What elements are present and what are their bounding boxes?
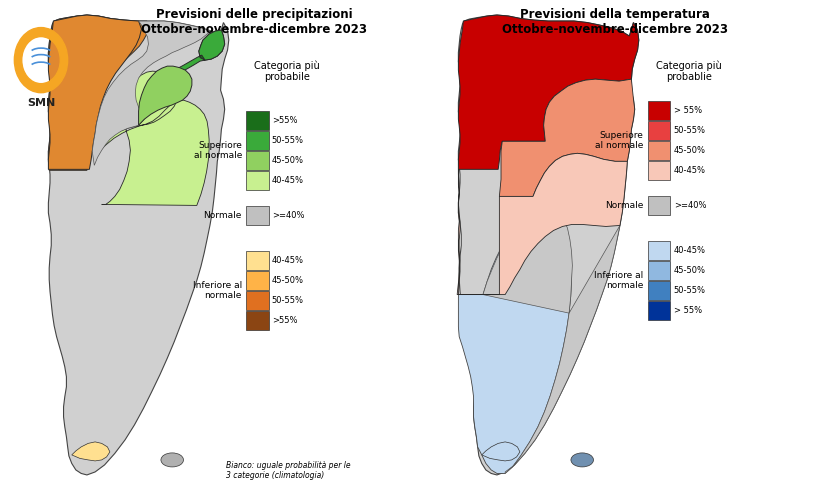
Bar: [246, 151, 269, 170]
Bar: [246, 311, 269, 330]
Bar: [246, 131, 269, 150]
Polygon shape: [164, 30, 224, 100]
Text: 40-45%: 40-45%: [673, 246, 705, 255]
Bar: [647, 101, 670, 120]
Text: Previsioni della temperatura
Ottobre-novembre-dicembre 2023: Previsioni della temperatura Ottobre-nov…: [501, 8, 727, 36]
Bar: [647, 281, 670, 300]
Bar: [647, 301, 670, 320]
Text: 45-50%: 45-50%: [673, 266, 705, 275]
Text: 50-55%: 50-55%: [272, 296, 304, 305]
Text: Bianco: uguale probabilità per le
3 categorie (climatologia): Bianco: uguale probabilità per le 3 cate…: [225, 461, 350, 480]
Text: SMN: SMN: [27, 98, 55, 108]
Polygon shape: [92, 71, 209, 205]
Text: Superiore
al normale: Superiore al normale: [193, 141, 242, 160]
Text: Normale: Normale: [604, 201, 643, 210]
Bar: [246, 171, 269, 190]
Text: 45-50%: 45-50%: [272, 156, 304, 165]
Bar: [246, 206, 269, 225]
Text: 50-55%: 50-55%: [673, 286, 705, 295]
Bar: [647, 241, 670, 260]
Polygon shape: [458, 15, 638, 169]
Text: >=40%: >=40%: [272, 211, 304, 220]
Text: 40-45%: 40-45%: [272, 256, 304, 265]
Polygon shape: [48, 15, 141, 169]
Text: 45-50%: 45-50%: [673, 146, 705, 155]
Bar: [647, 261, 670, 280]
Bar: [647, 161, 670, 180]
Polygon shape: [92, 21, 211, 165]
Polygon shape: [198, 30, 224, 60]
Polygon shape: [72, 442, 110, 461]
Text: Superiore
al normale: Superiore al normale: [595, 131, 643, 150]
Polygon shape: [48, 15, 148, 170]
Text: 50-55%: 50-55%: [272, 136, 304, 145]
Text: > 55%: > 55%: [673, 106, 701, 115]
Text: Normale: Normale: [203, 211, 242, 220]
Ellipse shape: [570, 453, 593, 467]
Text: >55%: >55%: [272, 316, 297, 325]
Text: >=40%: >=40%: [673, 201, 705, 210]
Polygon shape: [458, 15, 638, 475]
Polygon shape: [499, 79, 634, 196]
Text: Categoria più
probablie: Categoria più probablie: [655, 60, 721, 82]
Bar: [246, 111, 269, 130]
Polygon shape: [482, 442, 519, 461]
Polygon shape: [458, 208, 571, 473]
Polygon shape: [482, 208, 619, 473]
Text: Previsioni delle precipitazioni
Ottobre-novembre-dicembre 2023: Previsioni delle precipitazioni Ottobre-…: [141, 8, 367, 36]
Text: 45-50%: 45-50%: [272, 276, 304, 285]
Text: Categoria più
probabile: Categoria più probabile: [254, 60, 319, 82]
Text: > 55%: > 55%: [673, 306, 701, 315]
Text: Inferiore al
normale: Inferiore al normale: [192, 281, 242, 300]
Polygon shape: [138, 66, 192, 125]
Text: >55%: >55%: [272, 116, 297, 125]
Text: 50-55%: 50-55%: [673, 126, 705, 135]
Ellipse shape: [161, 453, 183, 467]
Bar: [647, 196, 670, 215]
Bar: [246, 251, 269, 270]
Polygon shape: [48, 15, 229, 475]
Bar: [246, 291, 269, 310]
Bar: [647, 121, 670, 140]
Polygon shape: [457, 153, 627, 295]
Text: 40-45%: 40-45%: [272, 176, 304, 185]
Bar: [647, 141, 670, 160]
Text: Inferiore al
normale: Inferiore al normale: [594, 271, 643, 290]
Bar: [246, 271, 269, 290]
Text: 40-45%: 40-45%: [673, 166, 705, 175]
